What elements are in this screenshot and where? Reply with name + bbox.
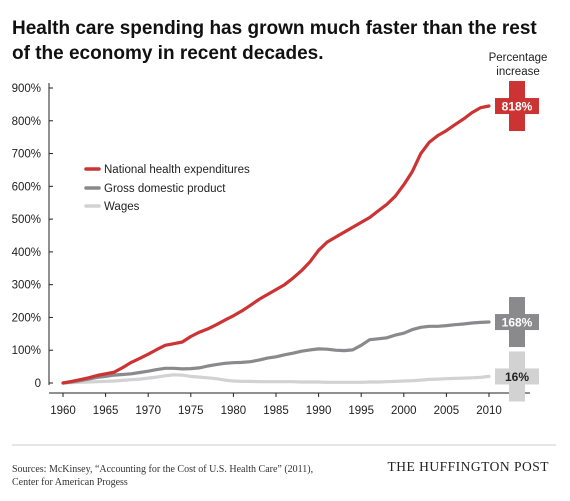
plus-horizontal-bar [495, 368, 539, 385]
y-tick-label: 900% [12, 83, 41, 95]
y-tick-label: 700% [12, 149, 41, 161]
x-tick-label: 2000 [391, 405, 417, 417]
sources-line-1: Sources: McKinsey, “Accounting for the C… [12, 464, 313, 475]
y-tick-label: 600% [12, 181, 41, 193]
end-marker-gdp: 168% [495, 297, 539, 348]
x-tick-label: 1975 [178, 405, 204, 417]
legend-label-gdp: Gross domestic product [104, 183, 226, 195]
series-line-wages [61, 373, 491, 385]
end-value-label: 168% [502, 316, 533, 330]
end-marker-health-expenditures: 818% [495, 81, 539, 132]
y-tick-label: 400% [12, 247, 41, 259]
brand-logo: THE HUFFINGTON POST [387, 459, 549, 474]
x-tick-label: 2010 [476, 405, 502, 417]
end-value-label: 818% [502, 100, 533, 114]
y-axis [48, 83, 53, 385]
sources-line-2: Center for American Progess [12, 477, 128, 488]
series-line-gdp [61, 320, 491, 385]
x-tick-label: 1990 [306, 405, 332, 417]
y-tick-label: 300% [12, 280, 41, 292]
x-tick-labels: 1960 1965 1970 1975 1980 1985 1990 1995 2000 2005… [50, 393, 502, 417]
legend-label-health: National health expenditures [104, 164, 250, 176]
y-tick-label: 800% [12, 116, 41, 128]
end-marker-wages: 16% [495, 351, 539, 402]
plus-horizontal-bar [495, 314, 539, 331]
legend: National health expenditures Gross domes… [84, 164, 250, 213]
end-markers: 818% 168% 16% [495, 81, 539, 402]
percentage-header-line-2: increase [496, 66, 539, 78]
y-tick-label: 0 [35, 378, 41, 390]
legend-label-wages: Wages [104, 201, 140, 213]
y-tick-label: 200% [12, 312, 41, 324]
x-tick-label: 1985 [263, 405, 289, 417]
y-tick-label: 100% [12, 345, 41, 357]
series-line-health-expenditures [61, 104, 491, 385]
x-tick-label: 1995 [348, 405, 374, 417]
chart-title-line-1: Health care spending has grown much fast… [12, 18, 537, 39]
x-tick-label: 1965 [93, 405, 119, 417]
plus-horizontal-bar [495, 98, 539, 115]
y-tick-labels: 0 100% 200% 300% 400% 500% 600% 700% 800% 900% [12, 83, 41, 390]
x-tick-label: 1960 [50, 405, 76, 417]
series-lines [61, 104, 491, 385]
percentage-header-line-1: Percentage [489, 52, 548, 64]
y-tick-label: 500% [12, 214, 41, 226]
end-value-label: 16% [505, 370, 529, 384]
chart-title-line-2: of the economy in recent decades. [12, 43, 323, 64]
x-tick-label: 2005 [434, 405, 460, 417]
x-tick-label: 1970 [135, 405, 161, 417]
x-tick-label: 1980 [221, 405, 247, 417]
